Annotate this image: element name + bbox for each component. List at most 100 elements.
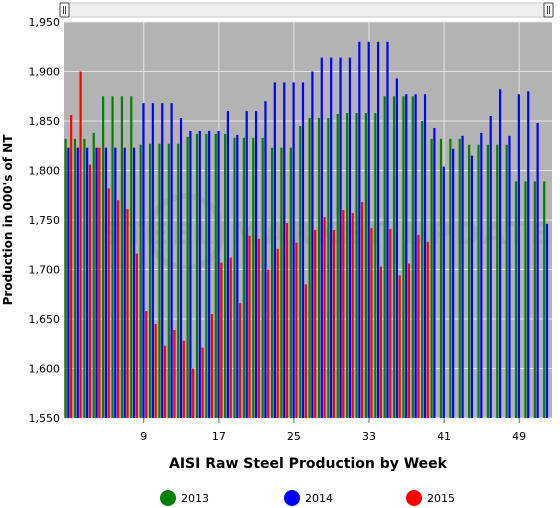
- bar-2014-week-52[interactable]: [545, 223, 549, 418]
- bar-2015-week-24[interactable]: [285, 222, 289, 418]
- bar-2013-week-9[interactable]: [139, 144, 142, 418]
- bar-2015-week-32[interactable]: [361, 202, 364, 418]
- bar-2013-week-14[interactable]: [186, 136, 189, 418]
- bar-2015-week-10[interactable]: [154, 323, 157, 418]
- bar-2015-week-8[interactable]: [135, 253, 138, 418]
- bar-2013-week-25[interactable]: [289, 147, 292, 419]
- bar-2014-week-12[interactable]: [170, 103, 173, 419]
- bar-2015-week-33[interactable]: [370, 227, 373, 418]
- bar-2013-week-6[interactable]: [111, 96, 114, 418]
- bar-2013-week-36[interactable]: [392, 96, 396, 418]
- bar-2015-week-12[interactable]: [173, 329, 176, 418]
- bar-2013-week-48[interactable]: [505, 144, 508, 418]
- bar-2014-week-7[interactable]: [123, 147, 126, 419]
- bar-2013-week-50[interactable]: [524, 181, 527, 418]
- bar-2013-week-22[interactable]: [261, 137, 264, 418]
- bar-2015-week-21[interactable]: [257, 238, 260, 418]
- bar-2014-week-42[interactable]: [452, 148, 455, 418]
- bar-2014-week-11[interactable]: [161, 103, 164, 419]
- bar-2015-week-5[interactable]: [107, 188, 110, 418]
- range-selector-track[interactable]: [61, 2, 553, 18]
- bar-2015-week-7[interactable]: [126, 209, 129, 418]
- bar-2013-week-24[interactable]: [280, 147, 283, 419]
- bar-2013-week-43[interactable]: [458, 138, 461, 418]
- legend-item-2013[interactable]: 2013: [160, 490, 209, 506]
- bar-2014-week-10[interactable]: [151, 103, 154, 419]
- bar-2014-week-50[interactable]: [527, 91, 530, 419]
- bar-2013-week-7[interactable]: [120, 96, 123, 418]
- bar-2014-week-9[interactable]: [142, 103, 145, 419]
- bar-2014-week-45[interactable]: [480, 132, 483, 418]
- bar-2013-week-49[interactable]: [514, 181, 518, 418]
- bar-2014-week-3[interactable]: [86, 147, 89, 419]
- bar-2013-week-32[interactable]: [355, 113, 358, 418]
- bar-2015-week-9[interactable]: [145, 311, 148, 418]
- bar-2015-week-23[interactable]: [276, 248, 279, 418]
- bar-2014-week-6[interactable]: [114, 147, 117, 419]
- range-selector[interactable]: [59, 2, 554, 18]
- bar-2014-week-1[interactable]: [67, 147, 70, 419]
- bar-2015-week-30[interactable]: [342, 210, 345, 418]
- bar-2013-week-4[interactable]: [92, 132, 95, 418]
- range-handle-left[interactable]: [59, 2, 70, 18]
- bar-2013-week-3[interactable]: [83, 138, 86, 418]
- bar-2014-week-17[interactable]: [217, 130, 220, 418]
- bar-2013-week-2[interactable]: [73, 138, 77, 418]
- bar-2015-week-1[interactable]: [70, 115, 73, 418]
- bar-2013-week-27[interactable]: [308, 118, 311, 418]
- bar-2014-week-21[interactable]: [254, 111, 258, 418]
- bar-2015-week-4[interactable]: [98, 147, 101, 419]
- bar-2014-week-34[interactable]: [376, 41, 380, 419]
- bar-2014-week-32[interactable]: [358, 41, 361, 419]
- bar-2015-week-22[interactable]: [267, 269, 270, 419]
- bar-2013-week-19[interactable]: [233, 137, 236, 418]
- bar-2014-week-18[interactable]: [226, 111, 230, 418]
- bar-2014-week-16[interactable]: [208, 130, 211, 418]
- bar-2013-week-13[interactable]: [177, 143, 180, 418]
- bar-2014-week-29[interactable]: [330, 57, 333, 418]
- bar-2013-week-33[interactable]: [364, 113, 367, 418]
- bar-2015-week-36[interactable]: [398, 275, 401, 418]
- bar-2014-week-14[interactable]: [189, 130, 192, 418]
- bar-2014-week-30[interactable]: [339, 57, 342, 418]
- bar-2014-week-23[interactable]: [273, 82, 276, 418]
- bar-2014-week-13[interactable]: [179, 118, 183, 418]
- bar-2013-week-29[interactable]: [327, 118, 330, 418]
- bar-2014-week-2[interactable]: [76, 147, 79, 419]
- bar-2015-week-26[interactable]: [304, 284, 307, 418]
- bar-2013-week-1[interactable]: [64, 138, 67, 418]
- bar-2014-week-44[interactable]: [470, 155, 474, 418]
- bar-2013-week-34[interactable]: [374, 113, 377, 418]
- bar-2015-week-29[interactable]: [332, 229, 336, 418]
- bar-2014-week-33[interactable]: [367, 41, 370, 419]
- bar-2013-week-46[interactable]: [486, 144, 489, 418]
- bar-2015-week-34[interactable]: [379, 266, 382, 418]
- bar-2014-week-41[interactable]: [442, 166, 445, 418]
- bar-2013-week-52[interactable]: [543, 181, 546, 418]
- bar-2014-week-46[interactable]: [489, 116, 492, 419]
- bar-2014-week-5[interactable]: [104, 147, 108, 419]
- bar-2013-week-8[interactable]: [130, 96, 133, 418]
- bar-2015-week-14[interactable]: [192, 368, 195, 419]
- bar-2015-week-31[interactable]: [351, 213, 354, 418]
- bar-2014-week-43[interactable]: [461, 135, 464, 418]
- bar-2015-week-35[interactable]: [389, 228, 392, 418]
- bar-2013-week-21[interactable]: [252, 137, 255, 418]
- bar-2014-week-35[interactable]: [386, 41, 389, 419]
- bar-2013-week-47[interactable]: [496, 144, 499, 418]
- bar-2015-week-37[interactable]: [407, 263, 411, 418]
- bar-2014-week-48[interactable]: [508, 135, 511, 418]
- bar-2014-week-38[interactable]: [414, 94, 417, 419]
- bar-2014-week-36[interactable]: [395, 78, 398, 419]
- bar-2014-week-49[interactable]: [517, 94, 520, 419]
- bar-2013-week-17[interactable]: [214, 133, 217, 418]
- bar-2014-week-47[interactable]: [498, 89, 502, 418]
- bar-2014-week-19[interactable]: [236, 134, 239, 419]
- bar-2014-week-20[interactable]: [245, 111, 248, 418]
- legend-item-2014[interactable]: 2014: [284, 490, 333, 506]
- bar-2015-week-38[interactable]: [417, 234, 420, 418]
- bar-2015-week-18[interactable]: [229, 257, 232, 418]
- bar-2013-week-11[interactable]: [158, 143, 161, 418]
- bar-2015-week-13[interactable]: [182, 340, 185, 418]
- range-handle-right[interactable]: [543, 2, 554, 18]
